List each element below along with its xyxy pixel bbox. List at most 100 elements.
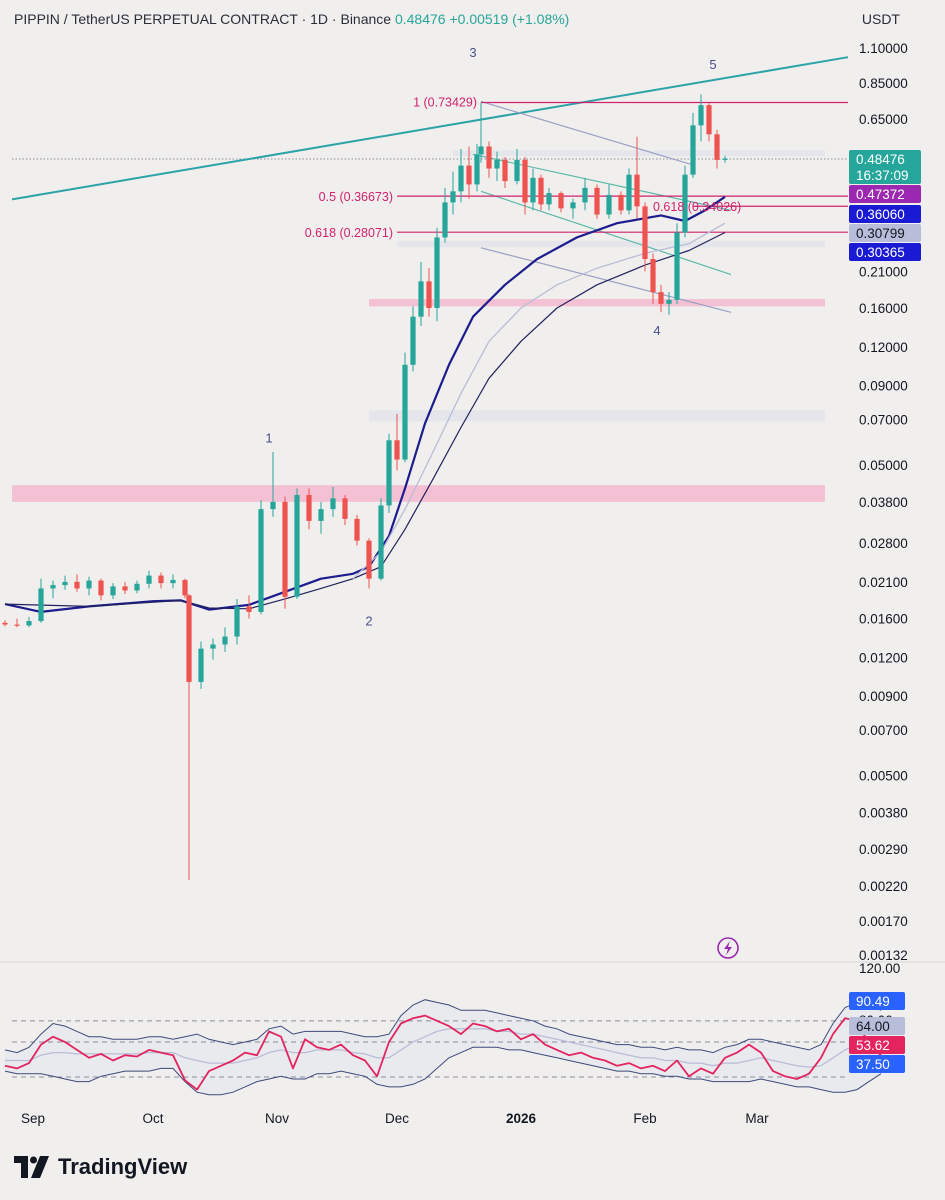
y-tick-label: 0.03800 [859,495,908,510]
symbol-header: PIPPIN / TetherUS PERPETUAL CONTRACT · 1… [14,11,569,27]
candle [522,157,528,215]
candle [666,292,672,315]
candle [642,202,648,272]
wave-label-2: 2 [365,613,372,628]
candle [698,94,704,142]
candle [486,141,492,178]
y-tick-label: 0.09000 [859,379,908,394]
y-tick-label: 0.02100 [859,575,908,590]
zone-pink-0 [12,485,825,502]
rsi-tag-bg [849,992,905,1010]
x-tick-label: Dec [385,1111,409,1126]
y-tick-label: 0.12000 [859,340,908,355]
rsi-upper-band [4,999,882,1054]
candles-layer [2,94,728,881]
candle [246,595,252,619]
channel-line-2 [480,190,732,276]
rsi-tag: 64.00 [856,1019,890,1034]
rsi-tag-bg [849,1036,905,1054]
candle [410,306,416,372]
tradingview-logo-icon [14,1156,49,1178]
candle [282,496,288,609]
candle [86,576,92,596]
candle [722,155,728,163]
candle [466,146,472,199]
x-tick-label: Feb [633,1111,656,1126]
rsi-tag: 53.62 [856,1038,890,1053]
candle [474,143,480,192]
candle [442,187,448,243]
fib-label-3: 0.618 (0.34026) [653,200,741,214]
y-tick-label: 0.07000 [859,412,908,427]
x-tick-label: Sep [21,1111,45,1126]
fib-label-2: 0.618 (0.28071) [305,226,393,240]
candle [26,616,32,628]
ma-line-slow [4,231,726,610]
candle [2,620,8,627]
candle [394,413,400,471]
candle [546,187,552,211]
rsi-tag-bg [849,1055,905,1073]
ma-line-light [352,222,726,580]
y-tick-label: 0.02800 [859,536,908,551]
time-axis[interactable]: Sep Oct Nov Dec 2026 Feb Mar [21,1111,769,1126]
candle [50,580,56,599]
candle [658,284,664,313]
price-tag-bg [849,243,921,261]
trendline [11,56,849,201]
candle [354,514,360,546]
y-tick-label: 0.00220 [859,879,908,894]
zone-grey-3 [397,240,825,248]
candle [514,149,520,185]
candle [558,191,564,213]
wave-label-5: 5 [709,57,716,72]
candle [110,583,116,599]
candle [494,151,500,182]
zone-grey-2 [369,410,825,422]
price-tag: 0.48476 [856,152,905,167]
rsi-tag-bg [849,1017,905,1035]
y-tick-label: 0.16000 [859,301,908,316]
candle [222,627,228,652]
lightning-icon[interactable] [717,937,739,959]
rsi-lower-band [4,1046,882,1096]
candle [690,112,696,178]
candle [378,498,384,581]
candle [650,253,656,304]
price-tag-bg [849,224,921,242]
y-tick-label: 0.01600 [859,612,908,627]
candle [318,501,324,534]
zones-layer [12,150,825,502]
rsi-ma-line [5,1028,882,1068]
candle [450,171,456,215]
y-tick-label: 0.00500 [859,768,908,783]
y-tick-label: 1.10000 [859,41,908,56]
wave-label-4: 4 [653,323,660,338]
candle [386,433,392,513]
candle [294,488,300,599]
candle [98,578,104,601]
price-axis[interactable]: 1.10000 0.85000 0.65000 0.21000 0.16000 0.120… [859,41,908,963]
candle [570,198,576,219]
candle [158,572,164,589]
price-tag-bg [849,205,921,223]
moving-averages-layer [4,195,726,613]
currency-unit[interactable]: USDT [861,11,900,27]
y-tick-label: 0.01200 [859,650,908,665]
fib-label-1: 0.5 (0.36673) [319,190,393,204]
candle [538,174,544,211]
price-tag-bg [849,185,921,203]
y-tick-label: 0.05000 [859,458,908,473]
candle [330,486,336,517]
candle [706,103,712,142]
x-tick-label: Oct [142,1111,163,1126]
tradingview-logo[interactable]: TradingView [14,1154,187,1180]
candle [434,227,440,322]
candle [74,574,80,592]
wave-label-3: 3 [469,45,476,60]
price-tag: 0.36060 [856,207,905,222]
candle [502,157,508,188]
y-tick-label: 0.00170 [859,914,908,929]
symbol-title[interactable]: PIPPIN / TetherUS PERPETUAL CONTRACT · 1… [14,11,392,27]
